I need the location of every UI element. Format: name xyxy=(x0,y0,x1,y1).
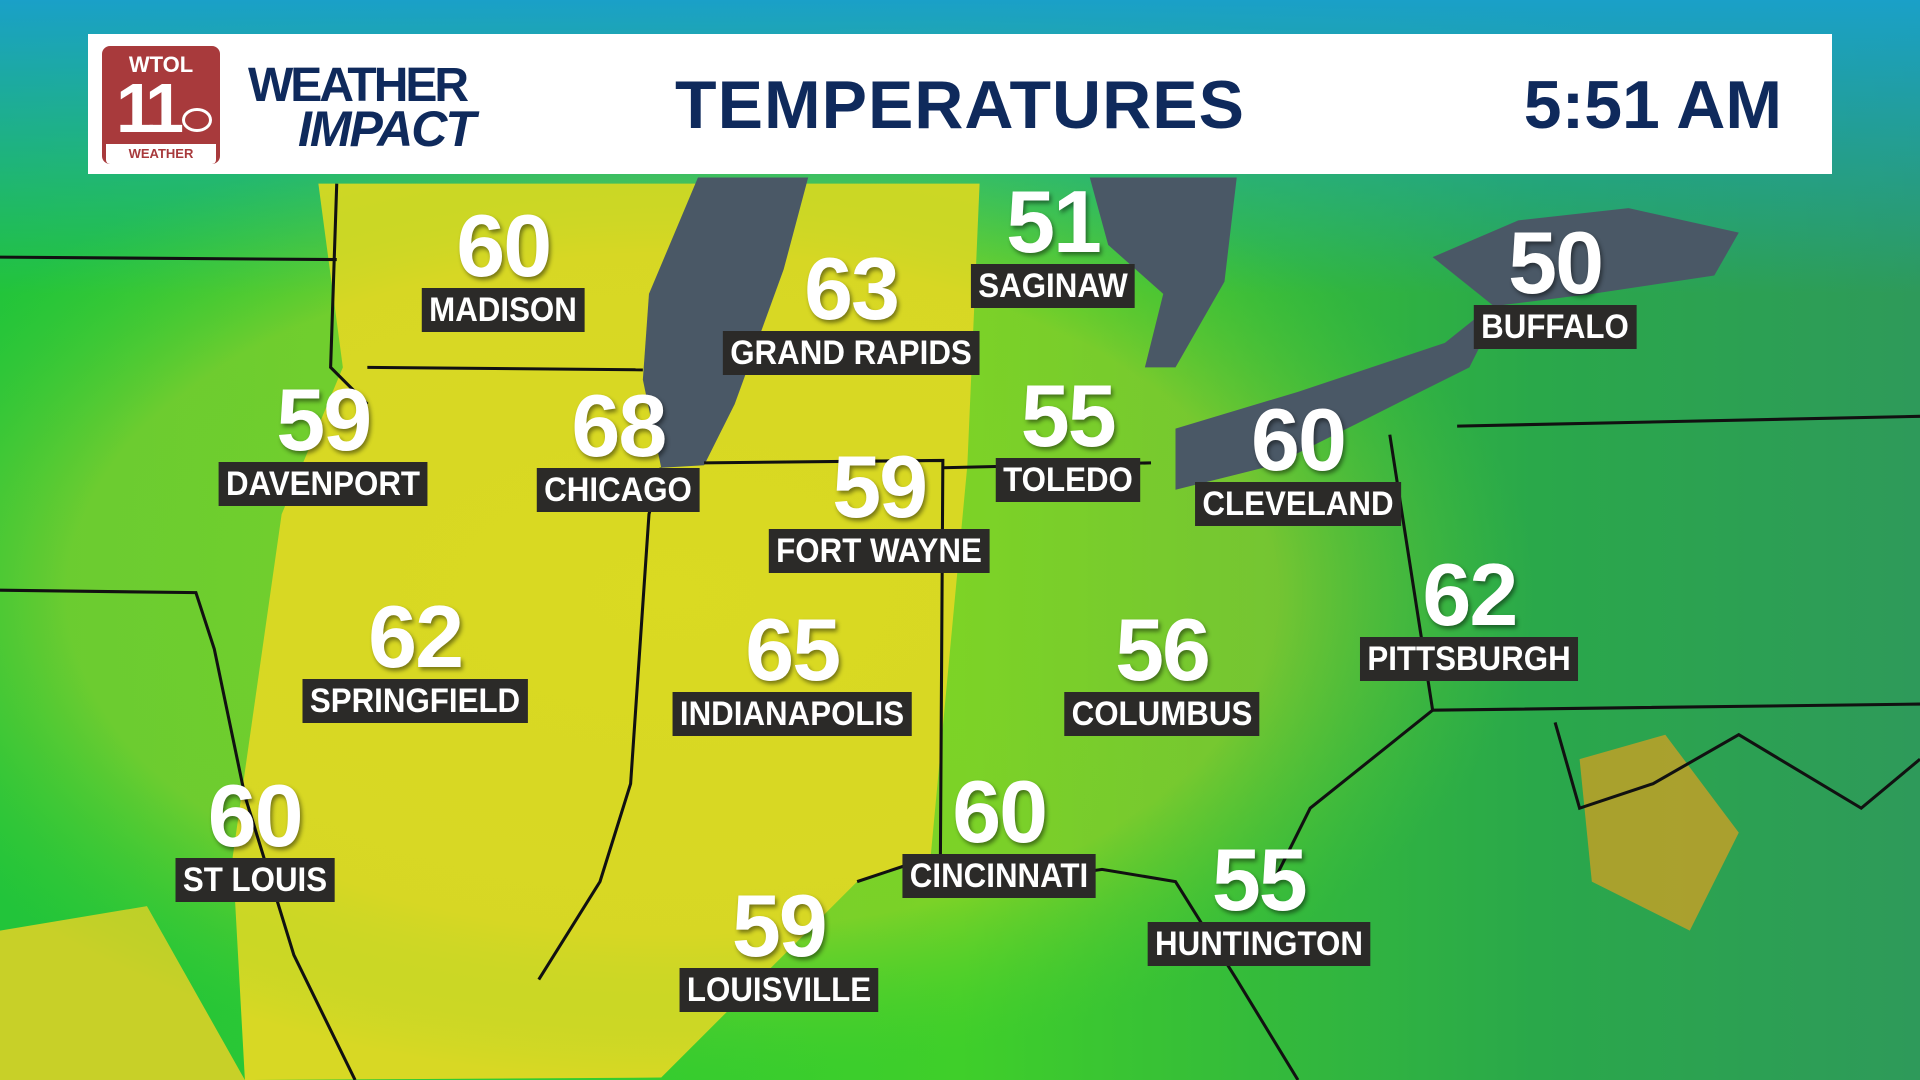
temperature-value: 60 xyxy=(456,196,552,296)
city-label: HUNTINGTON xyxy=(1147,922,1371,967)
temperature-value: 68 xyxy=(571,376,667,476)
temperature-value: 50 xyxy=(1508,213,1604,313)
temperature-value: 51 xyxy=(1006,171,1102,271)
city-label: SPRINGFIELD xyxy=(302,678,528,723)
city-cleveland: 60 CLEVELAND xyxy=(1186,389,1410,526)
city-toledo: 55 TOLEDO xyxy=(989,366,1146,503)
city-springfield: 62 SPRINGFIELD xyxy=(293,586,538,723)
temperature-value: 55 xyxy=(1020,366,1117,466)
city-louisville: 59 LOUISVILLE xyxy=(671,875,887,1012)
temperature-value: 62 xyxy=(1422,545,1518,645)
header-bar: WTOL 11 WEATHER WEATHER IMPACT TEMPERATU… xyxy=(88,34,1832,174)
great-lakes xyxy=(642,177,1739,490)
city-label: ST LOUIS xyxy=(175,857,335,902)
city-grand-rapids: 63 GRAND RAPIDS xyxy=(712,239,991,376)
temperature-value: 56 xyxy=(1115,600,1211,700)
temperature-value: 65 xyxy=(745,600,841,700)
weather-impact-logo: WEATHER xyxy=(248,59,469,112)
temperature-value: 62 xyxy=(368,586,464,686)
wtol-11-logo: WTOL 11 WEATHER xyxy=(102,46,220,164)
city-label: SAGINAW xyxy=(970,263,1136,308)
city-label: MADISON xyxy=(422,288,585,333)
temperature-value: 59 xyxy=(832,437,928,537)
city-label: INDIANAPOLIS xyxy=(672,692,912,737)
city-huntington: 55 HUNTINGTON xyxy=(1138,830,1380,967)
weather-impact-logo-sub: IMPACT xyxy=(298,101,476,157)
city-st-louis: 60 ST LOUIS xyxy=(168,765,341,902)
temperature-value: 60 xyxy=(207,765,304,865)
city-label: GRAND RAPIDS xyxy=(722,331,980,376)
city-saginaw: 51 SAGINAW xyxy=(964,171,1142,308)
city-label: BUFFALO xyxy=(1473,305,1637,350)
city-label: CLEVELAND xyxy=(1195,481,1401,526)
city-buffalo: 50 BUFFALO xyxy=(1467,213,1644,350)
city-davenport: 59 DAVENPORT xyxy=(210,370,437,507)
city-label: TOLEDO xyxy=(995,458,1140,503)
temperature-value: 60 xyxy=(1251,389,1347,489)
city-label: CHICAGO xyxy=(537,468,700,513)
time-display: 5:51 AM xyxy=(1523,67,1782,143)
city-fort-wayne: 59 FORT WAYNE xyxy=(759,437,999,574)
city-label: LOUISVILLE xyxy=(679,967,879,1012)
city-madison: 60 MADISON xyxy=(415,196,592,333)
city-indianapolis: 65 INDIANAPOLIS xyxy=(662,600,922,737)
city-label: COLUMBUS xyxy=(1064,692,1260,737)
temperature-value: 59 xyxy=(276,370,372,470)
city-label: PITTSBURGH xyxy=(1360,637,1579,682)
city-pittsburgh: 62 PITTSBURGH xyxy=(1351,545,1588,682)
city-chicago: 68 CHICAGO xyxy=(530,376,707,513)
city-label: CINCINNATI xyxy=(902,853,1096,898)
city-columbus: 56 COLUMBUS xyxy=(1056,600,1268,737)
cbs-eye-icon xyxy=(182,108,212,132)
city-label: FORT WAYNE xyxy=(768,529,990,574)
temperature-value: 63 xyxy=(804,239,900,339)
page-title: TEMPERATURES xyxy=(675,67,1245,143)
city-cincinnati: 60 CINCINNATI xyxy=(894,761,1104,898)
temperature-value: 55 xyxy=(1211,830,1308,930)
temperature-value: 59 xyxy=(731,875,828,975)
temperature-value: 60 xyxy=(952,761,1048,861)
city-label: DAVENPORT xyxy=(218,462,428,507)
